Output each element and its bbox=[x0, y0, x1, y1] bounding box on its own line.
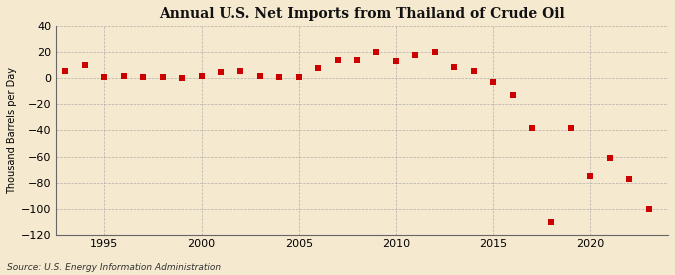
Point bbox=[507, 93, 518, 98]
Point bbox=[80, 63, 90, 68]
Point bbox=[371, 50, 382, 54]
Point bbox=[118, 74, 129, 78]
Point bbox=[313, 66, 323, 70]
Point bbox=[468, 68, 479, 73]
Point bbox=[196, 74, 207, 78]
Point bbox=[585, 174, 596, 178]
Point bbox=[566, 126, 576, 130]
Point bbox=[624, 177, 634, 181]
Point bbox=[526, 126, 537, 130]
Point bbox=[449, 64, 460, 69]
Point bbox=[274, 75, 285, 79]
Point bbox=[332, 58, 343, 62]
Point bbox=[157, 75, 168, 79]
Point bbox=[60, 68, 71, 73]
Point bbox=[643, 207, 654, 211]
Point bbox=[254, 74, 265, 78]
Text: Source: U.S. Energy Information Administration: Source: U.S. Energy Information Administ… bbox=[7, 263, 221, 272]
Point bbox=[546, 219, 557, 224]
Point bbox=[215, 70, 226, 74]
Point bbox=[352, 58, 362, 62]
Point bbox=[391, 59, 402, 64]
Point bbox=[488, 80, 499, 84]
Point bbox=[429, 50, 440, 54]
Point bbox=[138, 75, 148, 79]
Point bbox=[235, 68, 246, 73]
Title: Annual U.S. Net Imports from Thailand of Crude Oil: Annual U.S. Net Imports from Thailand of… bbox=[159, 7, 565, 21]
Point bbox=[294, 75, 304, 79]
Point bbox=[177, 76, 188, 81]
Point bbox=[410, 53, 421, 57]
Point bbox=[604, 156, 615, 160]
Y-axis label: Thousand Barrels per Day: Thousand Barrels per Day bbox=[7, 67, 17, 194]
Point bbox=[99, 75, 110, 79]
